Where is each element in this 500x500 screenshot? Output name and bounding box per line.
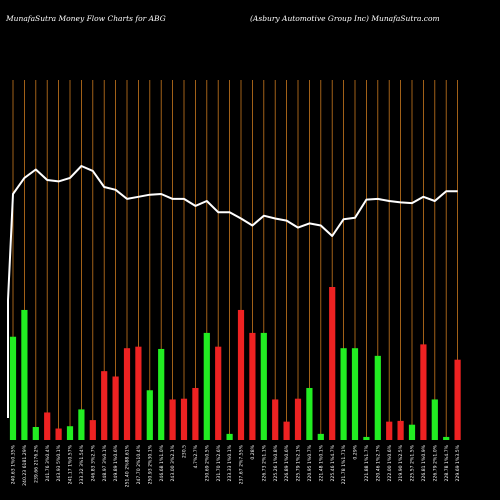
price-line-group: [7, 165, 458, 418]
bar: [317, 433, 324, 440]
x-tick-label: 222.00 1%0.6%: [387, 444, 393, 481]
x-tick-label: 221.48 1%0.1%: [318, 444, 324, 481]
x-tick-label: 248.97 3%0.1%: [102, 444, 108, 481]
x-tick-label: 249.89 1%0.6%: [113, 444, 119, 481]
bar: [44, 412, 51, 440]
x-tick-label: 225.79 1%2.1%: [296, 444, 302, 481]
bar: [158, 348, 165, 440]
bar: [351, 348, 359, 440]
bar: [306, 387, 313, 440]
bar: [272, 399, 279, 440]
chart-subtitle: (Asbury Automotive Group Inc) MunafaSutr…: [250, 14, 440, 23]
bar: [192, 387, 199, 440]
bar: [363, 436, 370, 440]
price-line: [7, 165, 458, 418]
x-tick-label: 241.17 1%0.57%: [68, 444, 74, 484]
bar: [226, 433, 233, 440]
bar: [146, 390, 153, 440]
x-tick-label: 226.89 1%0.6%: [284, 444, 290, 481]
x-tick-label: 4.7%2.7%: [193, 444, 199, 468]
bars: [9, 287, 461, 441]
bar: [21, 309, 28, 440]
bar: [397, 420, 404, 441]
bar: [237, 309, 245, 440]
x-tick-label: 226.81 1%0.9%: [421, 444, 427, 481]
x-tick-label: 237.67 2%7.55%: [239, 444, 245, 484]
x-tick-label: 225.26 1%0.8%: [273, 444, 279, 481]
bar: [123, 348, 131, 440]
bar: [32, 427, 39, 441]
x-tick-label: 0.28%: [250, 444, 256, 459]
x-tick-label: 230.5: [182, 445, 188, 458]
bar: [169, 399, 176, 440]
x-tick-label: 246.83 3%2.7%: [90, 444, 96, 481]
x-tick-label: 221.78 1%1.71%: [341, 444, 347, 484]
x-tick-label: 226.79 2%1.0%: [432, 444, 438, 481]
x-tick-label: 226.73 2%1.1%: [261, 444, 267, 481]
x-tick-label: 251.40 2%88.61%: [125, 444, 131, 487]
bar: [89, 420, 96, 440]
x-tick-label: 233.32 3%1.54%: [79, 444, 85, 484]
x-tick-label: 0.29%: [353, 444, 359, 459]
x-tick-label: 241.76 3%0.4%: [45, 444, 51, 481]
bar: [454, 359, 461, 441]
x-tick-label: 233.33 1%0.1%: [227, 444, 233, 481]
bar: [203, 332, 210, 440]
bar: [215, 346, 222, 440]
bar: [135, 346, 142, 440]
bar: [443, 436, 450, 440]
bar: [249, 332, 256, 440]
x-tick-label: 243.93 5%0.1%: [56, 444, 62, 481]
x-tick-label: 243.00 3%2.1%: [170, 444, 176, 481]
x-tick-label: 250.93 2%30.1%: [147, 444, 153, 484]
bar: [9, 336, 17, 441]
bar: [78, 409, 85, 440]
bar: [180, 398, 188, 440]
bar: [294, 398, 302, 440]
x-tick-label: 220.95 1%0.7%: [307, 444, 313, 481]
x-tick-label: 231.70 1%2.6%: [216, 444, 222, 481]
bar: [283, 421, 290, 440]
x-tick-labels: 240.63 1%0.35% 240.23 6181.29% 239.66 2176…: [11, 444, 462, 487]
x-tick-label: 230.69 2%0.5%: [204, 444, 210, 481]
chart-title: MunafaSutra Money Flow Charts for ABG: [5, 14, 166, 23]
x-tick-label: 219.90 1%2.5%: [398, 444, 404, 481]
x-tick-label: 225.46 1%4.7%: [330, 444, 336, 481]
bar: [408, 424, 416, 440]
x-tick-label: 229.69 1%3.5%: [455, 444, 461, 481]
bar: [260, 332, 267, 440]
bar: [329, 287, 336, 440]
x-tick-label: 220.46 1%2.7%: [375, 444, 381, 481]
bar: [431, 399, 438, 440]
x-tick-label: 240.23 6181.29%: [22, 444, 28, 486]
bar: [101, 371, 108, 440]
bar: [112, 376, 119, 440]
x-tick-label: 240.63 1%0.35%: [11, 444, 17, 484]
bar: [340, 348, 347, 440]
bar: [374, 355, 381, 440]
bar: [55, 428, 62, 440]
x-tick-label: 246.68 1%1.0%: [159, 444, 165, 481]
x-tick-label: 228.78 1%4.7%: [444, 444, 450, 481]
bar: [66, 426, 74, 440]
x-tick-label: 221.88 1%1.7%: [364, 444, 370, 481]
bar: [386, 421, 393, 440]
x-tick-label: 239.66 2176.2%: [33, 444, 39, 483]
x-tick-label: 247.70 2%10.4%: [136, 444, 142, 484]
bar: [420, 344, 427, 441]
x-tick-label: 225.57 2%1.5%: [410, 444, 416, 481]
